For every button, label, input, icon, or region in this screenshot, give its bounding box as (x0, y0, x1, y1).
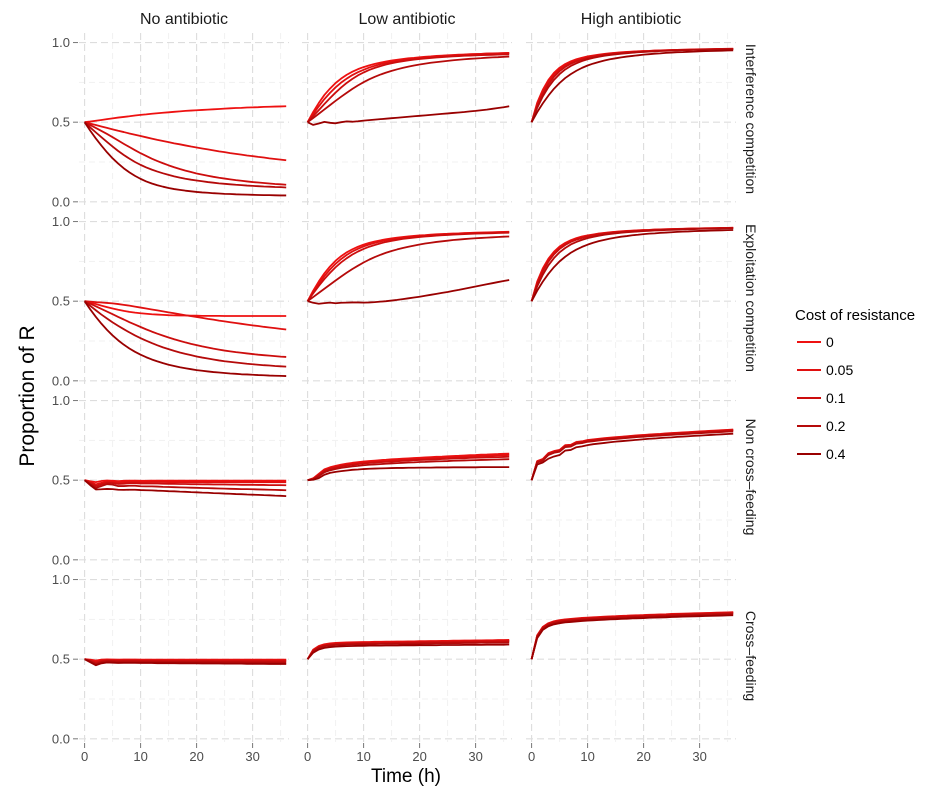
y-axis-title: Proportion of R (16, 325, 39, 466)
panel-background (302, 33, 512, 205)
series-line-0.05 (84, 479, 287, 486)
x-tick-label: 30 (468, 749, 482, 764)
y-tick-label: 0.0 (52, 731, 70, 746)
series-line-0.1 (306, 231, 510, 302)
row-strip-label: Interference competition (743, 44, 759, 194)
panel-background (526, 391, 736, 563)
series-line-0.2 (84, 300, 287, 368)
legend-title: Cost of resistance (795, 307, 915, 324)
row-strip-label: Cross–feeding (743, 611, 759, 701)
panel-background (526, 212, 736, 384)
x-tick-label: 0 (81, 749, 88, 764)
legend-label: 0.4 (826, 446, 846, 462)
series-line-0.05 (307, 454, 510, 482)
column-strip-label: Low antibiotic (359, 11, 456, 28)
series-line-0.2 (530, 613, 734, 660)
y-tick-label: 0.5 (52, 294, 70, 309)
series-line-0.4 (83, 121, 287, 197)
row-strip-label: Exploitation competition (743, 224, 759, 372)
x-tick-label: 10 (356, 749, 370, 764)
series-line-0.05 (84, 121, 287, 162)
column-strip-label: No antibiotic (140, 11, 228, 28)
gridlines (79, 33, 736, 742)
series-line-0.4 (307, 105, 510, 126)
series-line-0.2 (307, 458, 510, 482)
series-line-0.1 (84, 300, 287, 358)
facet-strips: No antibiotic Low antibiotic High antibiot… (140, 11, 759, 701)
x-tick-label: 20 (189, 749, 203, 764)
panel-background (302, 391, 512, 563)
series-line-0.4 (306, 643, 510, 660)
series-line-0.4 (530, 614, 734, 660)
legend: Cost of resistance 0 0.05 0.1 0.2 0.4 (795, 307, 915, 462)
x-axis-title: Time (h) (371, 766, 441, 787)
y-tick-label: 0.0 (52, 194, 70, 209)
x-tick-label: 10 (133, 749, 147, 764)
series-line-0.4 (84, 658, 287, 667)
panel-background (79, 570, 289, 742)
legend-label: 0.2 (826, 418, 846, 434)
series-line-0 (84, 105, 287, 124)
series-line-0.2 (307, 235, 510, 302)
series-line-0.1 (84, 479, 287, 487)
series-line-0.4 (530, 49, 734, 123)
y-tick-label: 1.0 (52, 393, 70, 408)
series-line-0.05 (84, 300, 287, 331)
series-line-0.2 (84, 479, 287, 492)
x-tick-label: 0 (528, 749, 535, 764)
series-line-0.2 (306, 641, 510, 660)
x-tick-label: 30 (245, 749, 259, 764)
legend-label: 0.1 (826, 390, 846, 406)
series-line-0.4 (84, 479, 287, 498)
legend-label: 0.05 (826, 362, 853, 378)
series-line-0.4 (83, 300, 287, 377)
panel-background (526, 33, 736, 205)
series-line-0.4 (530, 432, 734, 481)
panel-background (79, 391, 289, 563)
y-tick-label: 1.0 (52, 35, 70, 50)
x-tick-label: 10 (580, 749, 594, 764)
y-tick-label: 0.5 (52, 473, 70, 488)
series-line-0.4 (530, 229, 734, 302)
series-line-0.1 (84, 121, 287, 186)
row-strip-label: Non cross–feeding (743, 419, 759, 536)
series-line-0.2 (530, 430, 734, 481)
series-line-0.1 (530, 429, 734, 481)
x-tick-label: 30 (692, 749, 706, 764)
panel-background (302, 570, 512, 742)
panel-background (79, 212, 289, 384)
series-line-0.2 (84, 658, 287, 665)
series-line-0.2 (530, 48, 734, 123)
panel-background (526, 570, 736, 742)
y-tick-label: 0.0 (52, 373, 70, 388)
y-tick-label: 1.0 (52, 572, 70, 587)
y-tick-label: 0.5 (52, 652, 70, 667)
x-tick-label: 20 (412, 749, 426, 764)
series-line-0.1 (306, 53, 510, 123)
series-line-0.05 (306, 52, 510, 123)
y-tick-label: 0.5 (52, 115, 70, 130)
series-line-0.2 (307, 55, 510, 123)
y-tick-label: 0.0 (52, 552, 70, 567)
series-line-0 (84, 479, 287, 484)
series-line-0.1 (84, 658, 287, 664)
x-tick-label: 0 (304, 749, 311, 764)
axis-ticks: 0.0 0.5 1.0 0.0 0.5 1.0 0.0 0.5 1.0 0.0 0.5 1.0 0 10 2… (52, 35, 707, 764)
series-line-0.1 (307, 455, 510, 482)
y-tick-label: 1.0 (52, 214, 70, 229)
column-strip-label: High antibiotic (581, 11, 682, 28)
series-line-0.2 (530, 227, 734, 302)
series-lines (83, 47, 734, 667)
legend-label: 0 (826, 334, 834, 350)
series-line-0.2 (83, 121, 287, 189)
x-tick-label: 20 (636, 749, 650, 764)
series-line-0.4 (307, 279, 510, 305)
series-line-0.4 (307, 466, 510, 482)
series-line-0.1 (530, 612, 734, 660)
